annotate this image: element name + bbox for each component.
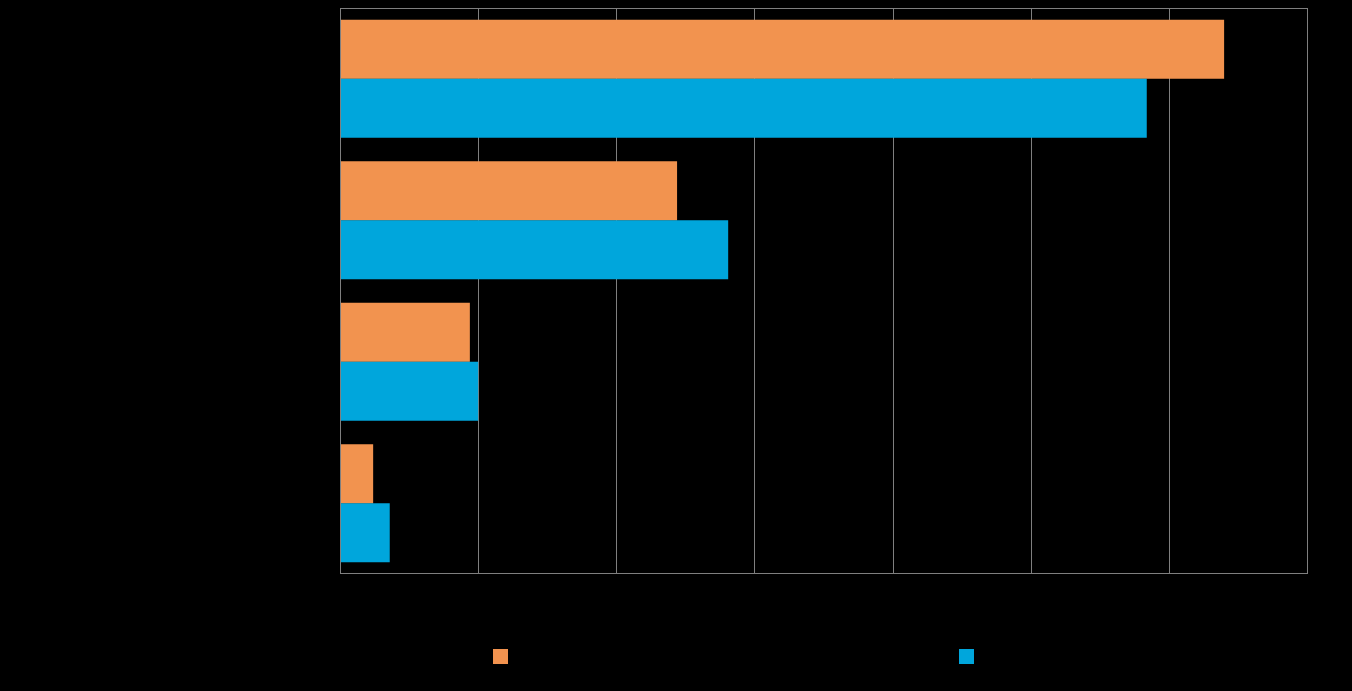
bar-series1-category4: [341, 444, 374, 504]
bar-series1-category1: [341, 19, 1225, 79]
bar-series2-category1: [341, 78, 1147, 138]
bar-series2-category3: [341, 361, 479, 421]
bar-series1-category3: [341, 302, 470, 362]
bar-series2-category2: [341, 220, 729, 280]
bar-series2-category4: [341, 503, 390, 563]
bar-series1-category2: [341, 161, 678, 221]
legend-swatch-series2: [959, 649, 974, 664]
legend-swatch-series1: [493, 649, 508, 664]
